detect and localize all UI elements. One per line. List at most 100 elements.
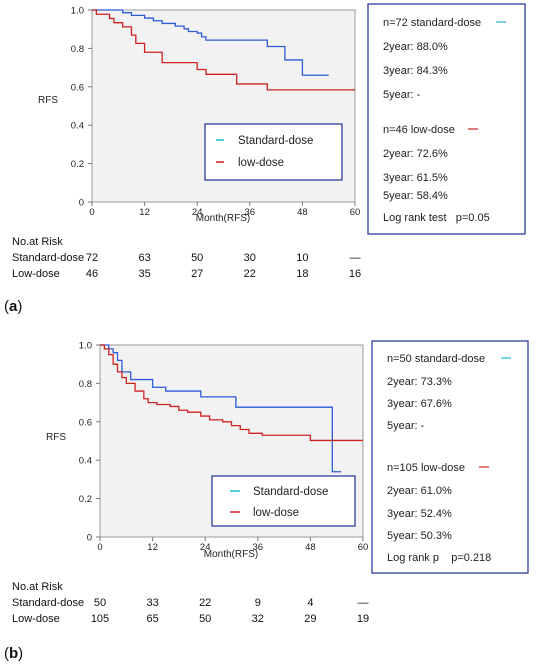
risk-cell-low-b: 105: [90, 613, 110, 625]
risk-cell-standard-b: 9: [254, 597, 261, 609]
risk-cell-low-b: 29: [304, 613, 317, 625]
legend-a: [204, 123, 343, 181]
stats-std-5year-b: 5year: -: [387, 420, 425, 432]
stats-std-3year-b: 3year: 67.6%: [387, 398, 452, 410]
stats-test-b: Log rank p p=0.218: [387, 552, 491, 564]
x-tick-label-b: 60: [358, 542, 369, 553]
stats-low-header-a: n=46 low-dose: [383, 124, 455, 136]
legend-label-low-a: low-dose: [238, 157, 284, 169]
x-tick-label-a: 48: [297, 207, 308, 218]
y-tick-label-b: 0.6: [79, 417, 92, 428]
risk-row-label-low-a: Low-dose: [12, 268, 60, 280]
stats-low-5year-a: 5year: 58.4%: [383, 190, 448, 202]
y-tick-label-b: 0.2: [79, 494, 92, 505]
risk-cell-low-a: 46: [85, 268, 99, 280]
km-curve-standard-a: [92, 9, 329, 76]
legend-label-standard-a: Standard-dose: [238, 135, 313, 147]
y-tick-label-a: 0.4: [71, 121, 84, 132]
risk-row-label-standard-b: Standard-dose: [12, 597, 85, 609]
panel-label-b: (b): [4, 645, 24, 662]
y-tick-label-b: 0.8: [79, 379, 92, 390]
risk-cell-low-b: 65: [146, 613, 159, 625]
risk-row-label-low-b: Low-dose: [12, 613, 60, 625]
panel-letter-b: b: [9, 645, 19, 662]
risk-row-label-standard-a: Standard-dose: [12, 252, 85, 264]
panel-b: 0 12 24 36 48 60 0 0.2 0.4 0.6 0.8 1.0 RFS Month(RF…: [46, 340, 529, 574]
risk-cell-low-a: 16: [348, 268, 362, 280]
x-tick-label-b: 48: [305, 542, 316, 553]
stats-std-5year-a: 5year: -: [383, 89, 421, 101]
km-curve-low-b: [100, 344, 363, 442]
panel-letter-a: a: [9, 298, 18, 315]
legend-label-standard-b: Standard-dose: [253, 486, 328, 498]
x-tick-label-a: 0: [89, 207, 94, 218]
x-tick-label-a: 24: [192, 207, 203, 218]
x-tick-label-a: 60: [350, 207, 361, 218]
axes-a: 0 12 24 36 48 60 0 0.2 0.4 0.6 0.8 1.0: [71, 6, 361, 219]
x-tick-label-b: 36: [253, 542, 264, 553]
risk-cell-standard-b: 33: [146, 597, 159, 609]
panel-label-a: (a): [4, 298, 23, 315]
risk-table-b: No.at Risk Standard-dose Low-dose 50 33 22…: [12, 581, 372, 629]
y-tick-label-b: 1.0: [79, 341, 92, 352]
risk-cell-low-b: 19: [356, 613, 370, 625]
x-axis-label-a: Month(RFS): [196, 213, 250, 224]
stats-low-2year-b: 2year: 61.0%: [387, 485, 452, 497]
risk-cell-low-a: 35: [138, 268, 151, 280]
y-tick-label-b: 0.4: [79, 456, 92, 467]
x-tick-label-a: 12: [139, 207, 150, 218]
risk-cell-low-a: 18: [296, 268, 309, 280]
x-tick-label-a: 36: [245, 207, 256, 218]
stats-box-a: [367, 3, 526, 235]
risk-cell-standard-b: 4: [307, 597, 314, 609]
risk-cell-standard-a: 10: [296, 252, 309, 264]
stats-low-3year-a: 3year: 61.5%: [383, 172, 448, 184]
risk-table-header-a: No.at Risk: [12, 236, 63, 248]
x-tick-label-b: 12: [147, 542, 158, 553]
stats-box-b: [371, 340, 529, 574]
risk-cell-standard-a: 30: [243, 252, 256, 264]
y-tick-label-a: 0.8: [71, 44, 84, 55]
y-tick-label-a: 0: [79, 198, 84, 209]
x-tick-label-b: 0: [97, 542, 102, 553]
risk-cell-standard-b: 50: [93, 597, 107, 609]
risk-cell-low-a: 27: [191, 268, 204, 280]
axes-b: 0 12 24 36 48 60 0 0.2 0.4 0.6 0.8 1.0: [79, 341, 369, 554]
y-tick-label-a: 0.2: [71, 159, 84, 170]
stats-std-2year-b: 2year: 73.3%: [387, 376, 452, 388]
stats-test-a: Log rank test p=0.05: [383, 212, 490, 224]
stats-std-header-a: n=72 standard-dose: [383, 17, 481, 29]
km-curve-low-a: [92, 9, 355, 91]
legend-label-low-b: low-dose: [253, 507, 299, 519]
risk-table-header-b: No.at Risk: [12, 581, 63, 593]
legend-b: [211, 475, 356, 527]
stats-low-3year-b: 3year: 52.4%: [387, 508, 452, 520]
risk-cell-low-b: 50: [199, 613, 212, 625]
km-curve-standard-b: [100, 344, 342, 473]
x-tick-label-b: 24: [200, 542, 211, 553]
stats-low-5year-b: 5year: 50.3%: [387, 530, 452, 542]
y-axis-label-a: RFS: [38, 95, 58, 106]
y-tick-label-b: 0: [87, 533, 92, 544]
stats-low-header-b: n=105 low-dose: [387, 462, 465, 474]
risk-cell-standard-a: 63: [138, 252, 151, 264]
x-axis-label-b: Month(RFS): [204, 549, 258, 560]
panel-a: 0 12 24 36 48 60 0 0.2 0.4 0.6 0.8 1.0 RFS Month(RF…: [38, 3, 526, 235]
risk-cell-standard-b: 22: [199, 597, 212, 609]
curves-b: [100, 344, 363, 473]
risk-cell-standard-a: 50: [191, 252, 204, 264]
risk-cell-standard-b: —: [357, 597, 369, 609]
risk-cell-standard-a: —: [349, 252, 361, 264]
stats-std-header-b: n=50 standard-dose: [387, 353, 485, 365]
y-tick-label-a: 0.6: [71, 82, 84, 93]
risk-cell-low-a: 22: [243, 268, 256, 280]
stats-std-3year-a: 3year: 84.3%: [383, 65, 448, 77]
stats-low-2year-a: 2year: 72.6%: [383, 148, 448, 160]
stats-std-2year-a: 2year: 88.0%: [383, 41, 448, 53]
curves-a: [92, 9, 355, 91]
y-axis-label-b: RFS: [46, 432, 66, 443]
risk-cell-standard-a: 72: [85, 252, 99, 264]
risk-cell-low-b: 32: [251, 613, 264, 625]
y-tick-label-a: 1.0: [71, 6, 84, 17]
